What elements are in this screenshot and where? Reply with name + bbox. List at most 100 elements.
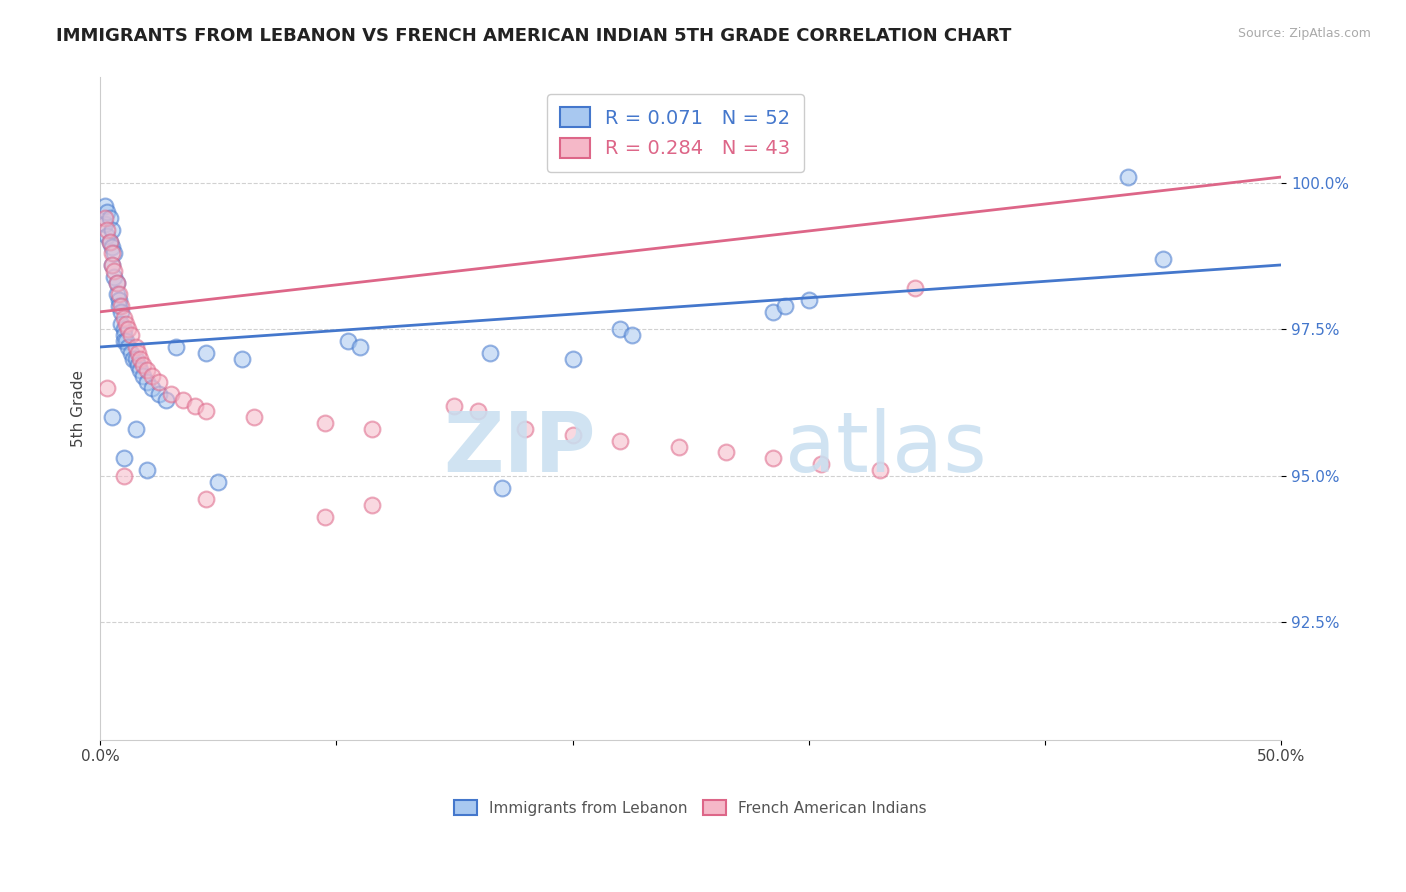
Point bbox=[195, 492, 218, 507]
Point bbox=[108, 299, 131, 313]
Point bbox=[1116, 169, 1139, 184]
Point bbox=[117, 322, 139, 336]
Point bbox=[105, 287, 128, 301]
Point bbox=[314, 509, 336, 524]
Point bbox=[108, 287, 131, 301]
Point bbox=[112, 310, 135, 325]
Point bbox=[195, 404, 218, 418]
Point bbox=[609, 322, 631, 336]
Point bbox=[160, 387, 183, 401]
Point bbox=[127, 358, 149, 372]
Point bbox=[242, 410, 264, 425]
Point bbox=[112, 468, 135, 483]
Point bbox=[96, 381, 118, 395]
Point bbox=[810, 457, 832, 471]
Point bbox=[96, 228, 118, 243]
Point bbox=[155, 392, 177, 407]
Point bbox=[103, 246, 125, 260]
Point bbox=[120, 328, 142, 343]
Point bbox=[762, 451, 785, 466]
Point bbox=[115, 334, 138, 348]
Point bbox=[101, 258, 124, 272]
Point bbox=[136, 363, 159, 377]
Point bbox=[183, 399, 205, 413]
Point bbox=[112, 451, 135, 466]
Point bbox=[349, 340, 371, 354]
Point bbox=[231, 351, 253, 366]
Point bbox=[105, 276, 128, 290]
Point bbox=[141, 381, 163, 395]
Point bbox=[207, 475, 229, 489]
Point bbox=[117, 340, 139, 354]
Point bbox=[101, 410, 124, 425]
Point bbox=[869, 463, 891, 477]
Point bbox=[101, 240, 124, 254]
Point bbox=[103, 264, 125, 278]
Point bbox=[98, 235, 121, 249]
Text: atlas: atlas bbox=[785, 408, 987, 489]
Point bbox=[110, 305, 132, 319]
Point bbox=[561, 428, 583, 442]
Point bbox=[515, 422, 537, 436]
Point bbox=[131, 358, 153, 372]
Point bbox=[668, 440, 690, 454]
Point bbox=[108, 293, 131, 307]
Point bbox=[195, 346, 218, 360]
Point bbox=[101, 246, 124, 260]
Point bbox=[491, 481, 513, 495]
Y-axis label: 5th Grade: 5th Grade bbox=[72, 370, 86, 447]
Point bbox=[94, 199, 117, 213]
Point bbox=[131, 369, 153, 384]
Point bbox=[797, 293, 820, 307]
Point bbox=[467, 404, 489, 418]
Point bbox=[129, 363, 152, 377]
Point bbox=[112, 328, 135, 343]
Point bbox=[141, 369, 163, 384]
Point bbox=[112, 334, 135, 348]
Point bbox=[714, 445, 737, 459]
Point bbox=[94, 211, 117, 225]
Point bbox=[96, 223, 118, 237]
Point bbox=[136, 375, 159, 389]
Point bbox=[127, 346, 149, 360]
Point bbox=[101, 223, 124, 237]
Point bbox=[122, 351, 145, 366]
Point bbox=[314, 416, 336, 430]
Point bbox=[98, 235, 121, 249]
Legend: Immigrants from Lebanon, French American Indians: Immigrants from Lebanon, French American… bbox=[449, 794, 934, 822]
Point bbox=[478, 346, 501, 360]
Point bbox=[136, 463, 159, 477]
Point bbox=[904, 281, 927, 295]
Point bbox=[360, 498, 382, 512]
Point bbox=[165, 340, 187, 354]
Point bbox=[443, 399, 465, 413]
Point bbox=[773, 299, 796, 313]
Point bbox=[112, 322, 135, 336]
Point bbox=[609, 434, 631, 448]
Point bbox=[96, 205, 118, 219]
Text: Source: ZipAtlas.com: Source: ZipAtlas.com bbox=[1237, 27, 1371, 40]
Point bbox=[103, 269, 125, 284]
Point bbox=[1152, 252, 1174, 266]
Text: ZIP: ZIP bbox=[444, 408, 596, 489]
Point bbox=[337, 334, 360, 348]
Point bbox=[115, 317, 138, 331]
Point bbox=[110, 317, 132, 331]
Point bbox=[124, 351, 146, 366]
Point bbox=[101, 258, 124, 272]
Point bbox=[762, 305, 785, 319]
Point bbox=[124, 340, 146, 354]
Point bbox=[148, 387, 170, 401]
Point bbox=[129, 351, 152, 366]
Point bbox=[360, 422, 382, 436]
Point bbox=[98, 211, 121, 225]
Point bbox=[148, 375, 170, 389]
Point bbox=[110, 299, 132, 313]
Point bbox=[620, 328, 643, 343]
Text: IMMIGRANTS FROM LEBANON VS FRENCH AMERICAN INDIAN 5TH GRADE CORRELATION CHART: IMMIGRANTS FROM LEBANON VS FRENCH AMERIC… bbox=[56, 27, 1011, 45]
Point bbox=[561, 351, 583, 366]
Point bbox=[120, 346, 142, 360]
Point bbox=[172, 392, 194, 407]
Point bbox=[105, 276, 128, 290]
Point bbox=[94, 217, 117, 231]
